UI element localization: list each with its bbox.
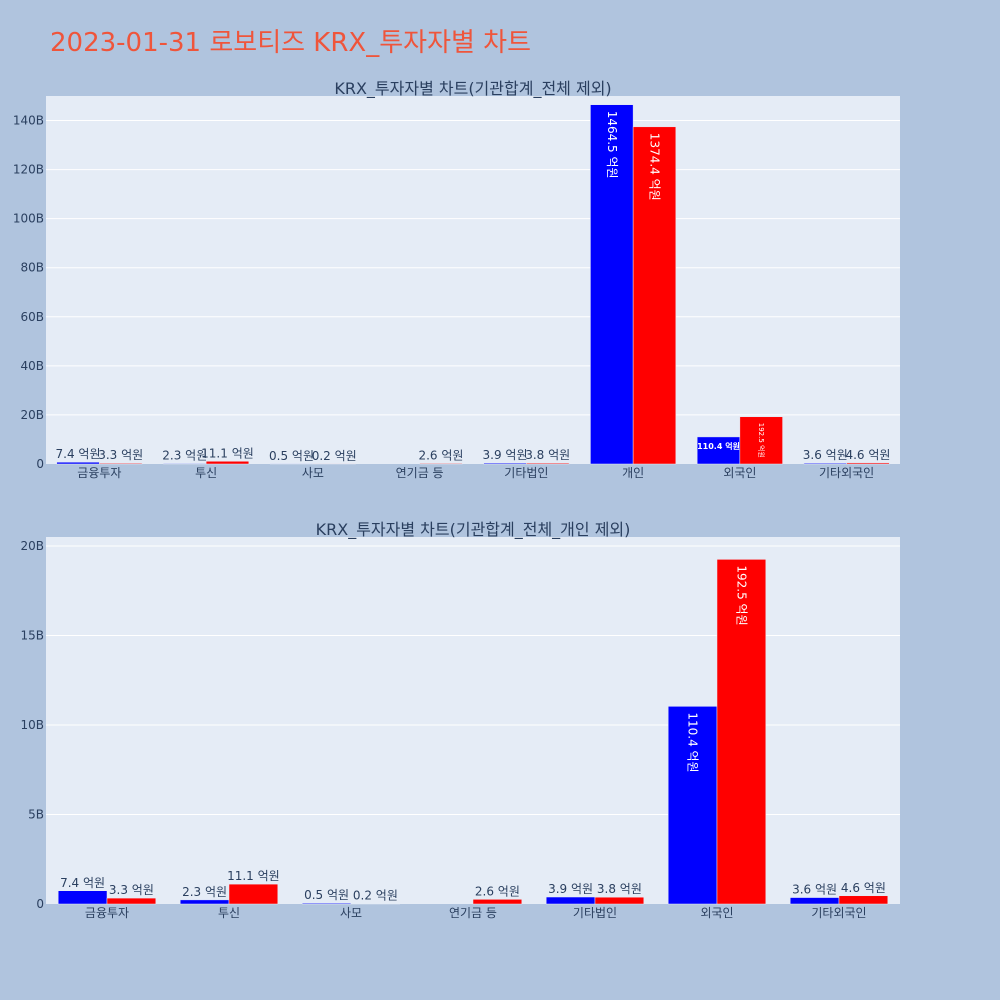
y-tick-label: 20B — [20, 539, 44, 553]
x-tick-label: 기타법인 — [573, 906, 617, 920]
y-tick-label: 60B — [20, 310, 44, 324]
data-label: 0.5 억원 — [269, 449, 314, 463]
bar — [803, 462, 847, 465]
bar — [526, 462, 570, 465]
bar — [632, 126, 677, 465]
data-label: 2.6 억원 — [475, 884, 520, 898]
bar — [483, 462, 527, 465]
y-tick-label: 40B — [20, 359, 44, 373]
data-label: 7.4 억원 — [56, 447, 101, 461]
data-label: 110.4 억원 — [686, 712, 700, 772]
x-tick-label: 금융투자 — [85, 906, 129, 920]
data-label: 4.6 억원 — [841, 881, 886, 895]
data-label: 3.6 억원 — [803, 448, 848, 462]
x-tick-label: 사모 — [302, 466, 324, 480]
chart-title: KRX_투자자별 차트(기관합계_전체_개인 제외) — [316, 520, 631, 540]
x-tick-label: 사모 — [340, 906, 362, 920]
data-label: 3.9 억원 — [548, 882, 593, 896]
y-tick-label: 20B — [20, 408, 44, 422]
bar — [301, 902, 352, 905]
bar — [419, 463, 463, 465]
data-label: 3.6 억원 — [792, 883, 837, 897]
data-label: 110.4 억원 — [697, 441, 740, 451]
chart-title: KRX_투자자별 차트(기관합계_전체 제외) — [334, 79, 611, 99]
data-label: 3.8 억원 — [597, 882, 642, 896]
bar — [696, 436, 741, 465]
bar — [56, 461, 100, 465]
bar — [739, 416, 783, 465]
data-label: 2.3 억원 — [182, 885, 227, 899]
x-tick-label: 연기금 등 — [396, 466, 444, 480]
data-label: 11.1 억원 — [227, 869, 280, 883]
bar — [205, 461, 250, 465]
x-tick-label: 투신 — [195, 466, 217, 480]
data-label: 2.6 억원 — [418, 448, 463, 462]
x-tick-label: 개인 — [622, 466, 644, 480]
data-label: 2.3 억원 — [162, 448, 207, 462]
y-tick-label: 0 — [36, 457, 44, 471]
bar — [163, 463, 207, 465]
data-label: 1464.5 억원 — [605, 111, 619, 179]
x-tick-label: 금융투자 — [77, 466, 121, 480]
bar — [57, 890, 108, 905]
bar — [789, 897, 840, 905]
data-label: 3.9 억원 — [483, 448, 528, 462]
y-tick-label: 15B — [20, 628, 44, 642]
y-tick-label: 0 — [36, 897, 44, 911]
data-label: 1374.4 억원 — [647, 133, 661, 201]
x-tick-label: 외국인 — [723, 466, 756, 480]
x-tick-label: 기타외국인 — [811, 906, 866, 920]
x-tick-label: 기타외국인 — [819, 466, 874, 480]
bar — [667, 706, 718, 905]
bar — [594, 896, 645, 905]
y-tick-label: 5B — [28, 807, 44, 821]
bar — [846, 462, 890, 465]
data-label: 4.6 억원 — [845, 448, 890, 462]
bar — [472, 899, 523, 905]
plot-area — [46, 96, 900, 464]
bar — [99, 462, 143, 465]
bar — [228, 883, 279, 905]
data-label: 0.2 억원 — [312, 449, 357, 463]
bar — [838, 895, 889, 905]
bar — [106, 897, 157, 905]
bar — [179, 899, 230, 905]
data-label: 3.3 억원 — [109, 883, 154, 897]
x-tick-label: 기타법인 — [504, 466, 548, 480]
data-label: 192.5 억원 — [757, 423, 766, 458]
data-label: 3.3 억원 — [98, 448, 143, 462]
y-tick-label: 140B — [13, 114, 44, 128]
x-tick-label: 연기금 등 — [449, 906, 497, 920]
bar — [590, 104, 634, 465]
data-label: 7.4 억원 — [60, 876, 105, 890]
plot-area — [46, 537, 900, 904]
y-tick-label: 100B — [13, 212, 44, 226]
data-label: 192.5 억원 — [734, 565, 748, 625]
x-tick-label: 투신 — [218, 906, 240, 920]
page-title: 2023-01-31 로보티즈 KRX_투자자별 차트 — [50, 28, 532, 58]
bar — [545, 896, 596, 905]
data-label: 11.1 억원 — [201, 446, 254, 460]
data-label: 0.2 억원 — [353, 889, 398, 903]
y-tick-label: 10B — [20, 718, 44, 732]
y-tick-label: 80B — [20, 261, 44, 275]
data-label: 3.8 억원 — [525, 448, 570, 462]
data-label: 0.5 억원 — [304, 888, 349, 902]
x-tick-label: 외국인 — [700, 906, 733, 920]
bar — [716, 559, 767, 905]
y-tick-label: 120B — [13, 163, 44, 177]
